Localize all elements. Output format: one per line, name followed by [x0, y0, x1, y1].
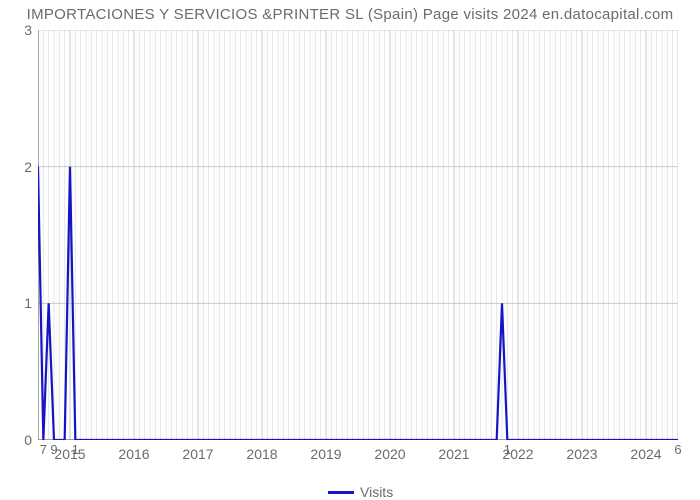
legend-swatch	[328, 491, 354, 494]
legend: Visits	[328, 484, 393, 500]
chart-container: IMPORTACIONES Y SERVICIOS &PRINTER SL (S…	[0, 0, 700, 500]
legend-label: Visits	[360, 484, 393, 500]
x-tick-label: 2019	[310, 446, 341, 462]
x-tick-label: 2020	[374, 446, 405, 462]
data-point-label: 9	[50, 442, 57, 457]
x-tick-label: 2016	[118, 446, 149, 462]
data-point-label: 7	[40, 442, 47, 457]
x-tick-label: 2024	[630, 446, 661, 462]
chart-plot	[38, 30, 678, 440]
x-tick-label: 2015	[54, 446, 85, 462]
chart-title: IMPORTACIONES Y SERVICIOS &PRINTER SL (S…	[0, 6, 700, 23]
x-tick-label: 2018	[246, 446, 277, 462]
y-tick-label: 2	[12, 159, 32, 175]
y-tick-label: 0	[12, 432, 32, 448]
x-tick-label: 2021	[438, 446, 469, 462]
data-point-label: 1	[72, 442, 79, 457]
y-tick-label: 3	[12, 22, 32, 38]
x-tick-label: 2023	[566, 446, 597, 462]
x-tick-label: 2017	[182, 446, 213, 462]
data-point-label: 1	[504, 442, 511, 457]
data-point-label: 6	[674, 442, 681, 457]
y-tick-label: 1	[12, 295, 32, 311]
